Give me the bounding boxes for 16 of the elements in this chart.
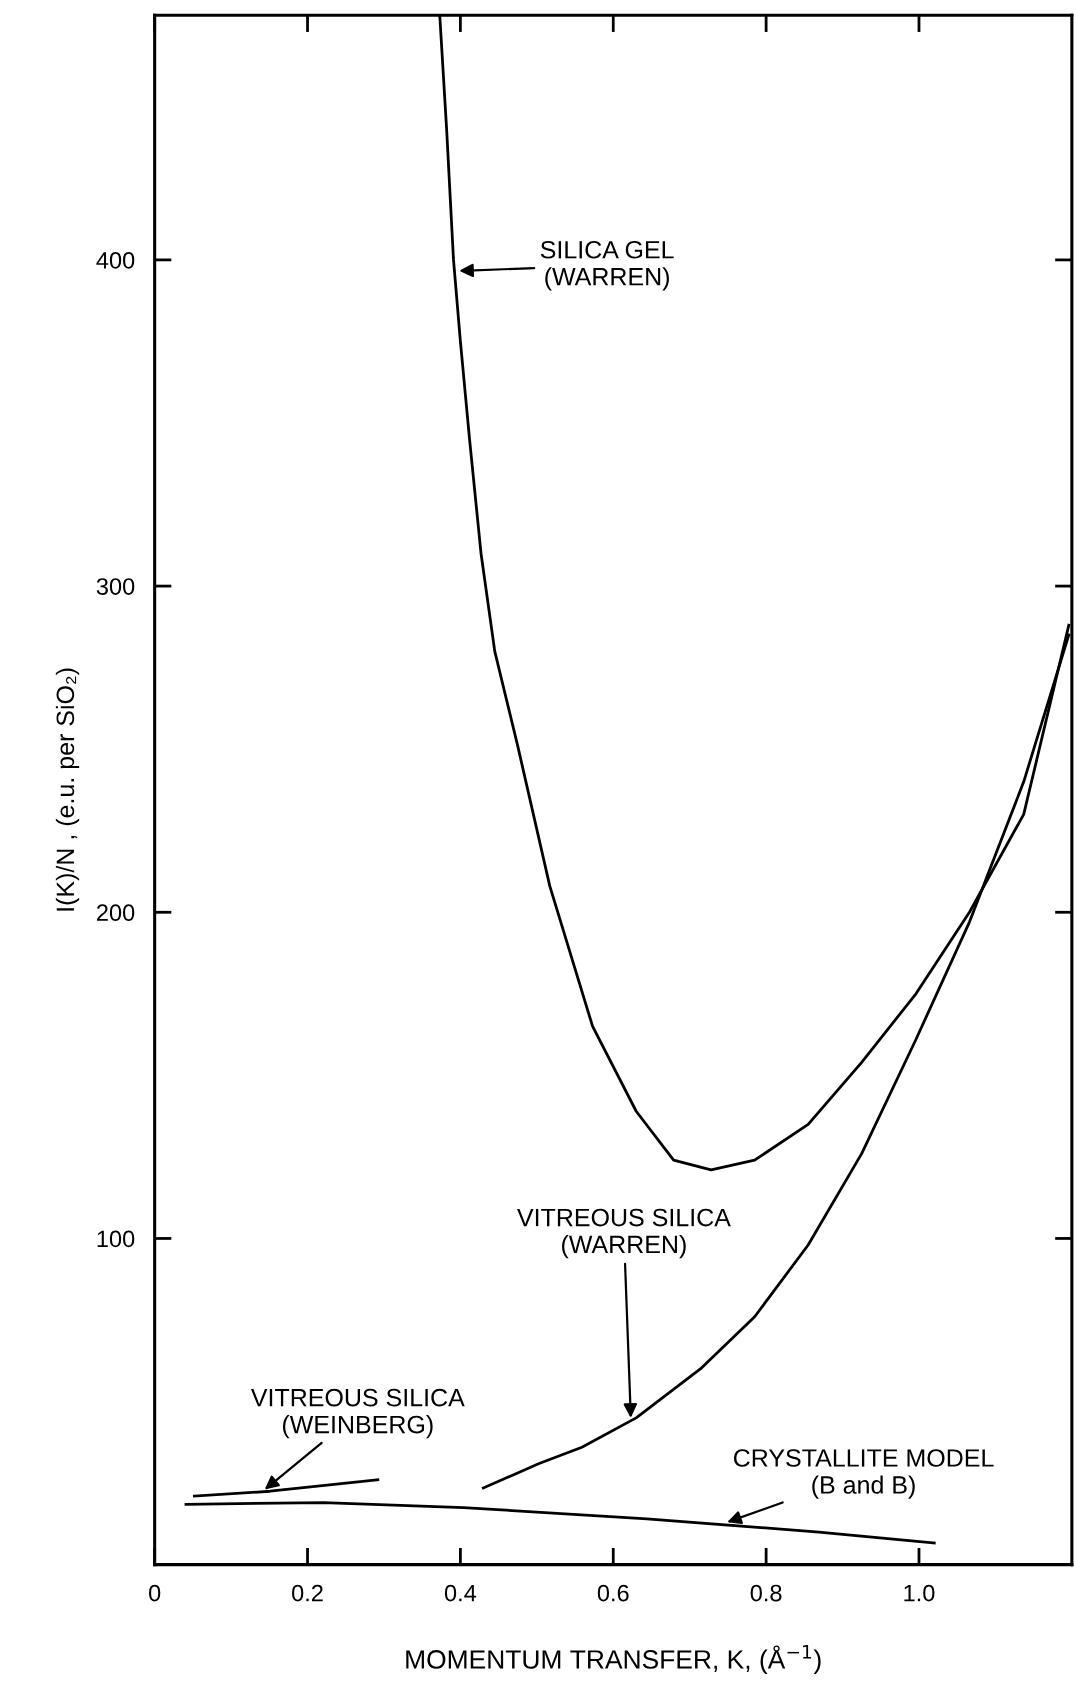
y-tick-label: 300 — [96, 578, 135, 595]
x-axis-title: MOMENTUM TRANSFER, K, (Å$^{−1}$) — [406, 1644, 821, 1675]
y-tick-label: 200 — [97, 904, 135, 922]
annotation: VITREOUS SILICA (WARREN) — [517, 1208, 731, 1259]
y-tick-label: 400 — [96, 251, 135, 269]
x-tick-label: 0.4 — [444, 1584, 477, 1602]
annotation: SILICA GEL (WARREN) — [540, 240, 674, 291]
text: 1.0 — [904, 1584, 935, 1602]
y-tick-label: 100 — [97, 1230, 135, 1248]
x-tick-label: 0.8 — [750, 1584, 782, 1602]
x-tick-label: 0.2 — [292, 1584, 323, 1602]
x-tick-label: 0 — [149, 1584, 161, 1602]
annotation: VITREOUS SILICA (WEINBERG) — [250, 1388, 465, 1439]
annotation: CRYSTALLITE MODEL (B and B) — [733, 1449, 994, 1499]
x-tick-label: 0.6 — [597, 1584, 629, 1602]
y-axis-title: I(K)/N , (e.u. per SiO₂) — [55, 668, 80, 911]
